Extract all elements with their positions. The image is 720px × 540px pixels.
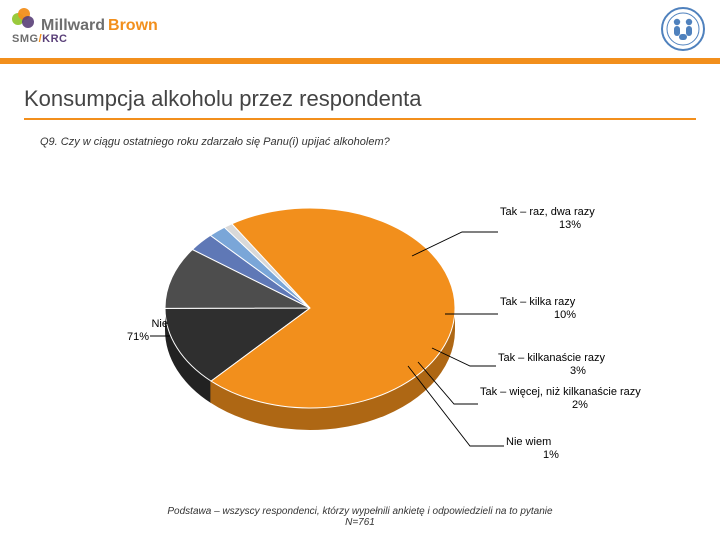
title-block: Konsumpcja alkoholu przez respondenta xyxy=(0,64,720,120)
pie-label: Nie wiem1% xyxy=(506,436,596,461)
pie-svg xyxy=(160,168,480,468)
pie-label: Tak – raz, dwa razy13% xyxy=(500,206,640,231)
brand-smg: SMG xyxy=(12,33,39,45)
slide-title: Konsumpcja alkoholu przez respondenta xyxy=(24,86,696,112)
question-text: Q9. Czy w ciągu ostatniego roku zdarzało… xyxy=(40,136,720,148)
pie-label: Tak – kilka razy10% xyxy=(500,296,630,321)
pie-label: Tak – więcej, niż kilkanaście razy2% xyxy=(480,386,680,411)
brand-logo: Millward Brown SMG/KRC xyxy=(12,8,158,45)
logo-glyph-icon xyxy=(12,8,34,30)
brand-word-2: Brown xyxy=(108,17,158,35)
footnote: Podstawa – wszyscy respondenci, którzy w… xyxy=(0,506,720,528)
header-bar: Millward Brown SMG/KRC xyxy=(0,0,720,64)
page: Millward Brown SMG/KRC Konsumpcja alkoho… xyxy=(0,0,720,540)
pie-chart: Tak – raz, dwa razy13% Tak – kilka razy10… xyxy=(0,148,720,478)
seal-icon xyxy=(660,6,706,52)
title-underline xyxy=(24,118,696,120)
pie-label: Tak – kilkanaście razy3% xyxy=(498,352,658,377)
pie-label: Nie71% xyxy=(108,318,168,343)
brand-krc: KRC xyxy=(42,33,67,45)
